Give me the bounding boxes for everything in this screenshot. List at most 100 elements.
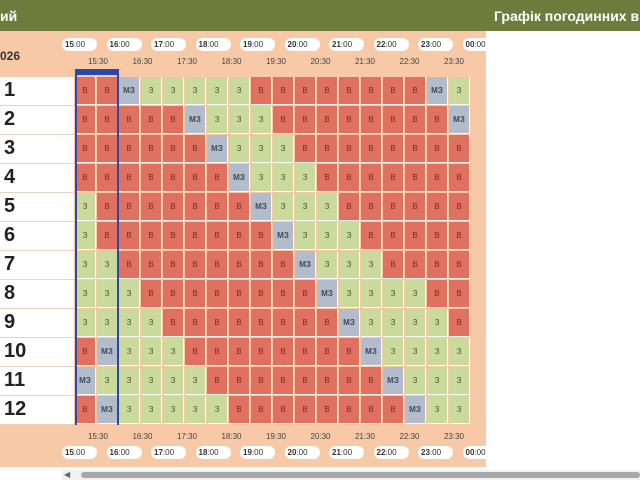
schedule-cell[interactable]: З: [75, 280, 96, 308]
schedule-cell[interactable]: В: [405, 135, 426, 163]
schedule-cell[interactable]: В: [119, 222, 140, 250]
schedule-cell[interactable]: В: [339, 367, 360, 395]
schedule-cell[interactable]: В: [295, 367, 316, 395]
schedule-cell[interactable]: В: [339, 135, 360, 163]
schedule-cell[interactable]: В: [339, 193, 360, 221]
schedule-cell[interactable]: З: [119, 367, 140, 395]
schedule-cell[interactable]: В: [449, 251, 470, 279]
schedule-cell[interactable]: В: [449, 222, 470, 250]
schedule-cell[interactable]: В: [273, 280, 294, 308]
schedule-cell[interactable]: В: [207, 193, 228, 221]
schedule-cell[interactable]: В: [229, 280, 250, 308]
scroll-left-arrow-icon[interactable]: ◀: [64, 470, 71, 479]
schedule-cell[interactable]: В: [405, 106, 426, 134]
schedule-cell[interactable]: В: [163, 280, 184, 308]
schedule-cell[interactable]: В: [427, 193, 448, 221]
schedule-cell[interactable]: З: [295, 222, 316, 250]
schedule-cell[interactable]: В: [97, 135, 118, 163]
schedule-cell[interactable]: В: [427, 222, 448, 250]
schedule-cell[interactable]: В: [405, 193, 426, 221]
schedule-cell[interactable]: В: [361, 193, 382, 221]
schedule-cell[interactable]: В: [119, 251, 140, 279]
schedule-cell[interactable]: З: [405, 367, 426, 395]
schedule-cell[interactable]: В: [185, 338, 206, 366]
schedule-cell[interactable]: З: [163, 77, 184, 105]
schedule-cell[interactable]: В: [361, 106, 382, 134]
schedule-cell[interactable]: З: [163, 338, 184, 366]
schedule-cell[interactable]: В: [295, 338, 316, 366]
schedule-cell[interactable]: З: [119, 280, 140, 308]
schedule-cell[interactable]: В: [97, 77, 118, 105]
schedule-cell[interactable]: МЗ: [273, 222, 294, 250]
schedule-cell[interactable]: З: [295, 164, 316, 192]
schedule-cell[interactable]: З: [361, 251, 382, 279]
schedule-cell[interactable]: З: [97, 367, 118, 395]
schedule-cell[interactable]: В: [317, 396, 338, 424]
schedule-cell[interactable]: В: [317, 77, 338, 105]
schedule-cell[interactable]: З: [449, 396, 470, 424]
schedule-cell[interactable]: З: [97, 309, 118, 337]
schedule-cell[interactable]: В: [229, 193, 250, 221]
schedule-cell[interactable]: З: [119, 309, 140, 337]
schedule-cell[interactable]: МЗ: [119, 77, 140, 105]
schedule-cell[interactable]: В: [163, 135, 184, 163]
schedule-cell[interactable]: З: [207, 106, 228, 134]
schedule-cell[interactable]: В: [427, 135, 448, 163]
schedule-cell[interactable]: В: [119, 164, 140, 192]
schedule-cell[interactable]: МЗ: [339, 309, 360, 337]
schedule-cell[interactable]: В: [405, 222, 426, 250]
schedule-cell[interactable]: В: [119, 135, 140, 163]
schedule-cell[interactable]: МЗ: [427, 77, 448, 105]
schedule-cell[interactable]: В: [361, 396, 382, 424]
schedule-cell[interactable]: В: [207, 338, 228, 366]
schedule-cell[interactable]: МЗ: [251, 193, 272, 221]
schedule-cell[interactable]: МЗ: [185, 106, 206, 134]
schedule-cell[interactable]: МЗ: [207, 135, 228, 163]
schedule-cell[interactable]: В: [339, 396, 360, 424]
schedule-cell[interactable]: В: [75, 135, 96, 163]
schedule-cell[interactable]: В: [339, 106, 360, 134]
schedule-cell[interactable]: В: [273, 77, 294, 105]
schedule-cell[interactable]: В: [317, 164, 338, 192]
schedule-cell[interactable]: З: [449, 338, 470, 366]
schedule-cell[interactable]: В: [295, 396, 316, 424]
schedule-cell[interactable]: З: [273, 193, 294, 221]
schedule-cell[interactable]: В: [339, 164, 360, 192]
schedule-cell[interactable]: В: [229, 222, 250, 250]
schedule-cell[interactable]: В: [339, 77, 360, 105]
schedule-cell[interactable]: В: [163, 251, 184, 279]
schedule-cell[interactable]: В: [449, 309, 470, 337]
schedule-cell[interactable]: В: [185, 164, 206, 192]
schedule-cell[interactable]: В: [141, 106, 162, 134]
schedule-cell[interactable]: В: [427, 251, 448, 279]
schedule-cell[interactable]: В: [141, 164, 162, 192]
schedule-cell[interactable]: В: [97, 164, 118, 192]
schedule-cell[interactable]: В: [251, 251, 272, 279]
schedule-cell[interactable]: В: [163, 222, 184, 250]
schedule-cell[interactable]: В: [383, 77, 404, 105]
schedule-cell[interactable]: В: [383, 164, 404, 192]
schedule-cell[interactable]: В: [163, 193, 184, 221]
schedule-cell[interactable]: З: [141, 77, 162, 105]
schedule-cell[interactable]: В: [75, 396, 96, 424]
schedule-cell[interactable]: З: [141, 367, 162, 395]
schedule-cell[interactable]: В: [141, 222, 162, 250]
schedule-cell[interactable]: В: [361, 367, 382, 395]
schedule-cell[interactable]: З: [141, 309, 162, 337]
schedule-cell[interactable]: В: [383, 135, 404, 163]
schedule-cell[interactable]: З: [229, 77, 250, 105]
schedule-cell[interactable]: В: [273, 396, 294, 424]
schedule-cell[interactable]: З: [97, 251, 118, 279]
schedule-cell[interactable]: В: [97, 106, 118, 134]
schedule-cell[interactable]: З: [449, 367, 470, 395]
schedule-cell[interactable]: В: [427, 106, 448, 134]
schedule-cell[interactable]: В: [251, 280, 272, 308]
schedule-cell[interactable]: В: [185, 222, 206, 250]
schedule-cell[interactable]: В: [119, 193, 140, 221]
schedule-cell[interactable]: З: [207, 77, 228, 105]
schedule-cell[interactable]: В: [361, 222, 382, 250]
schedule-cell[interactable]: В: [361, 135, 382, 163]
schedule-cell[interactable]: МЗ: [97, 396, 118, 424]
schedule-cell[interactable]: В: [317, 367, 338, 395]
schedule-cell[interactable]: З: [251, 135, 272, 163]
